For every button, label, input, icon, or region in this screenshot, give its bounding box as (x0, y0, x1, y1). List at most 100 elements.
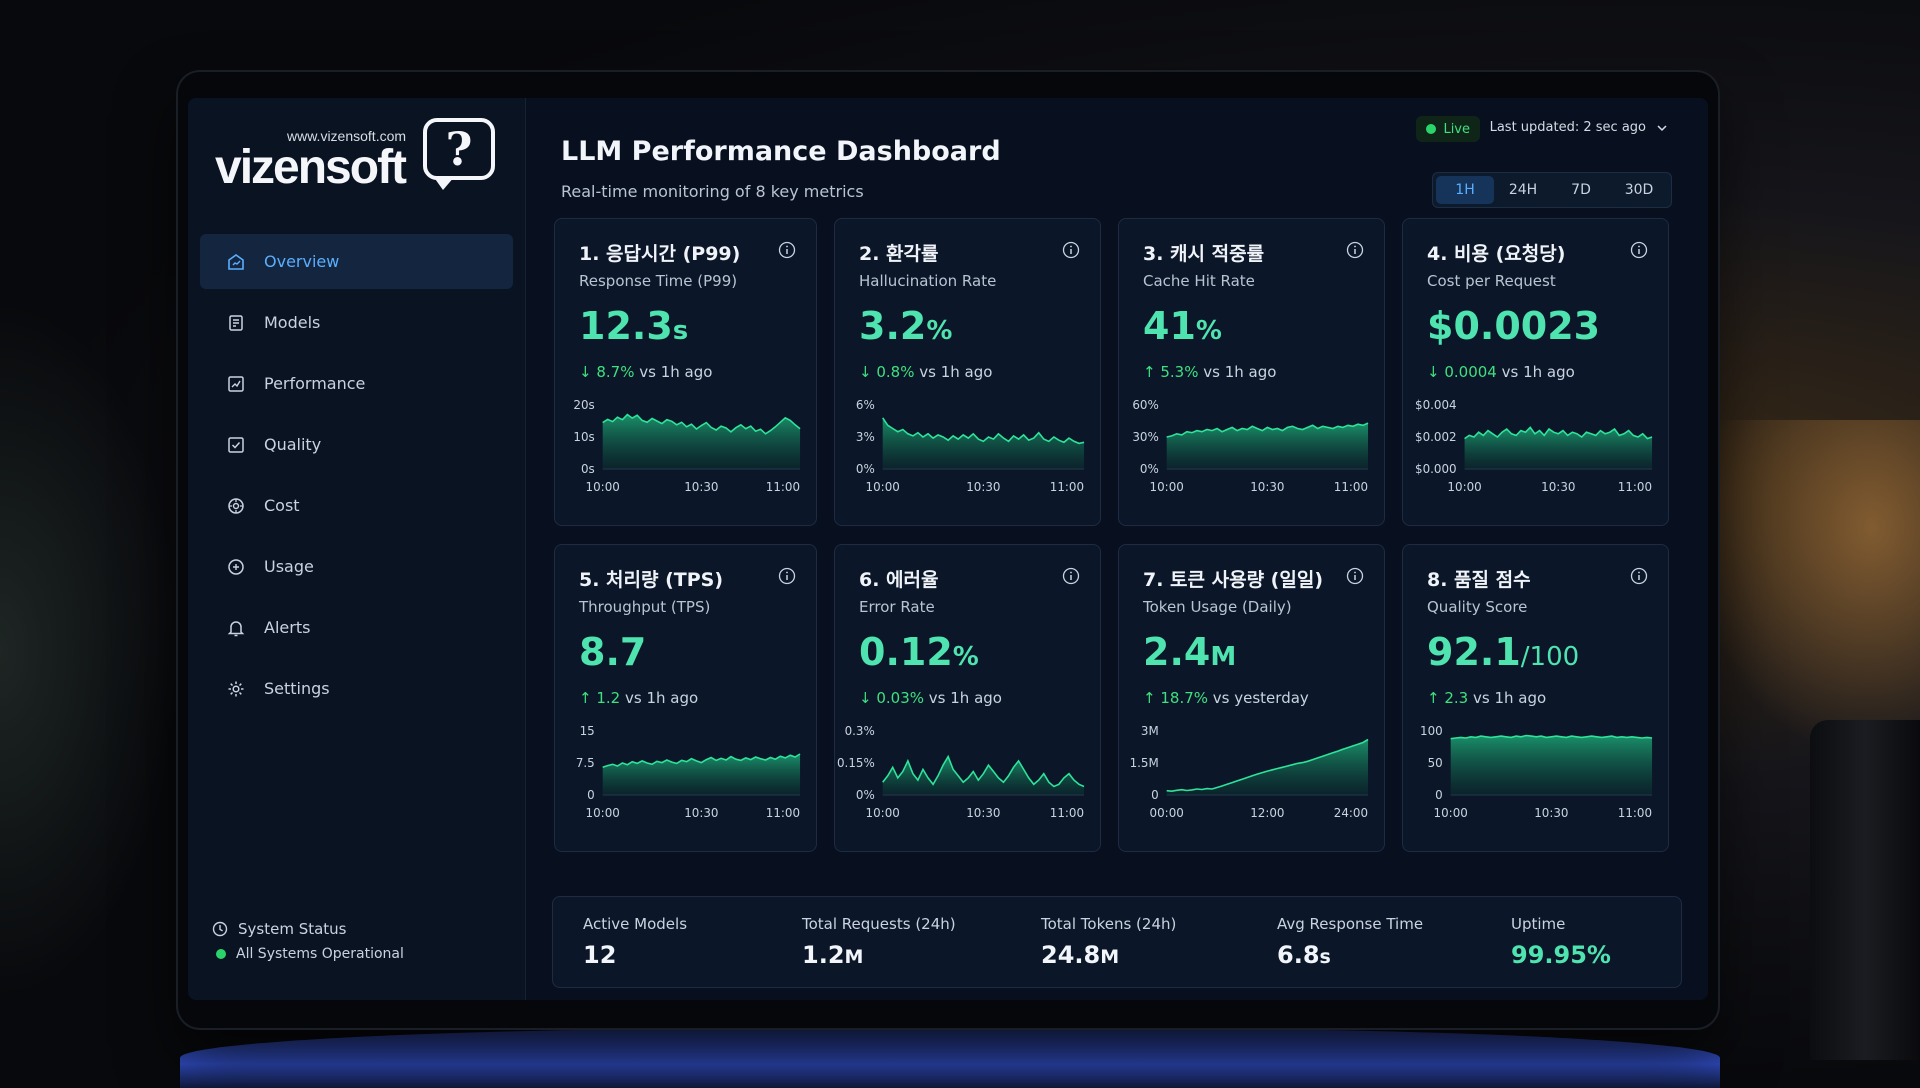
summary-value-wrap: 6.8s (1277, 941, 1511, 969)
info-icon[interactable] (1346, 567, 1364, 585)
metric-card[interactable]: 2. 환각률 Hallucination Rate 3.2% ↓ 0.8% vs 1h… (834, 218, 1101, 526)
summary-value-wrap: 1.2M (802, 941, 1041, 969)
range-button-24h[interactable]: 24H (1508, 182, 1538, 198)
desk-light (180, 1028, 1720, 1088)
delta-arrow-icon: ↓ (1427, 363, 1440, 381)
sidebar-item-alerts[interactable]: Alerts (200, 600, 513, 655)
delta-arrow-icon: ↑ (1143, 689, 1156, 707)
x-tick-label: 12:00 (1250, 806, 1284, 820)
x-tick-label: 10:00 (1150, 480, 1184, 494)
y-tick-label: $0.002 (1415, 430, 1457, 444)
y-tick-label: 3M (1141, 724, 1159, 738)
info-icon[interactable] (1630, 567, 1648, 585)
sparkline-chart: 6% 3% 0% 10:00 10:30 11:00 (845, 397, 1090, 515)
info-icon[interactable] (1062, 241, 1080, 259)
info-icon[interactable] (1062, 567, 1080, 585)
sidebar-item-performance[interactable]: Performance (200, 356, 513, 411)
gear-icon (226, 679, 246, 699)
metric-card[interactable]: 8. 품질 점수 Quality Score 92.1/100 ↑ 2.3 vs 1h… (1402, 544, 1669, 852)
info-icon[interactable] (778, 567, 796, 585)
x-tick-label: 10:00 (586, 480, 620, 494)
sidebar-item-models[interactable]: Models (200, 295, 513, 350)
x-tick-label: 11:00 (1618, 480, 1652, 494)
series-line (1166, 422, 1369, 438)
sidebar-item-label: Usage (264, 557, 314, 576)
range-button-7d[interactable]: 7D (1571, 182, 1591, 198)
cost-icon (226, 496, 246, 516)
y-tick-label: 0% (856, 788, 875, 802)
sidebar-item-overview[interactable]: Overview (200, 234, 513, 289)
sidebar-nav: Overview Models Performance Quality Cost Usag… (188, 234, 525, 716)
metric-value-wrap: 0.12% (859, 630, 1078, 679)
series-area (1464, 427, 1653, 469)
sparkline-chart: 15 7.5 0 10:00 10:30 11:00 (565, 723, 806, 841)
system-status-label: System Status (238, 920, 347, 938)
metric-subtitle: Response Time (P99) (579, 272, 738, 290)
summary-value: 24.8 (1041, 941, 1101, 969)
metric-card[interactable]: 6. 에러율 Error Rate 0.12% ↓ 0.03% vs 1h ago 0.… (834, 544, 1101, 852)
y-tick-label: 50 (1428, 756, 1443, 770)
sparkline-svg: 15 7.5 0 10:00 10:30 11:00 (576, 724, 801, 820)
sparkline-svg: 3M 1.5M 0 00:00 12:00 24:00 (1130, 724, 1369, 820)
x-tick-label: 11:00 (766, 806, 800, 820)
metric-subtitle: Cache Hit Rate (1143, 272, 1255, 290)
metric-value: 92.1 (1427, 630, 1521, 674)
system-status: System Status All Systems Operational (212, 920, 404, 962)
info-icon[interactable] (778, 241, 796, 259)
metric-subtitle: Cost per Request (1427, 272, 1556, 290)
series-line (882, 754, 1085, 788)
sidebar-item-label: Models (264, 313, 321, 332)
metric-card[interactable]: 4. 비용 (요청당) Cost per Request $0.0023 ↓ 0.00… (1402, 218, 1669, 526)
summary-value: 99.95% (1511, 941, 1611, 969)
x-tick-label: 10:30 (966, 806, 1000, 820)
metric-card[interactable]: 5. 처리량 (TPS) Throughput (TPS) 8.7 ↑ 1.2 vs … (554, 544, 817, 852)
info-icon[interactable] (1346, 241, 1364, 259)
sidebar-item-label: Settings (264, 679, 330, 698)
series-area (882, 756, 1085, 795)
sidebar-item-settings[interactable]: Settings (200, 661, 513, 716)
performance-icon (226, 374, 246, 394)
metric-card[interactable]: 3. 캐시 적중률 Cache Hit Rate 41% ↑ 5.3% vs 1h a… (1118, 218, 1385, 526)
metric-value: 8.7 (579, 630, 647, 674)
metric-card[interactable]: 7. 토큰 사용량 (일일) Token Usage (Daily) 2.4M ↑ 1… (1118, 544, 1385, 852)
brand-logo[interactable]: www.vizensoft.com vizensoft ? (215, 118, 525, 218)
y-tick-label: 0.15% (837, 756, 875, 770)
summary-label: Total Requests (24h) (802, 915, 956, 933)
y-tick-label: 0% (1140, 462, 1159, 476)
sparkline-chart: 3M 1.5M 0 00:00 12:00 24:00 (1129, 723, 1374, 841)
metric-value-wrap: $0.0023 (1427, 304, 1646, 353)
y-tick-label: $0.004 (1415, 398, 1457, 412)
metric-delta: ↑ 5.3% vs 1h ago (1143, 363, 1362, 381)
sparkline-chart: 0.3% 0.15% 0% 10:00 10:30 11:00 (837, 723, 1090, 841)
system-status-value: All Systems Operational (236, 946, 404, 962)
metric-value-wrap: 8.7 (579, 630, 794, 679)
sidebar-item-usage[interactable]: Usage (200, 539, 513, 594)
sidebar-item-cost[interactable]: Cost (200, 478, 513, 533)
range-button-1h[interactable]: 1H (1436, 176, 1494, 204)
series-line (882, 417, 1085, 445)
x-tick-label: 10:30 (1541, 480, 1575, 494)
series-line (602, 753, 801, 769)
info-icon[interactable] (1630, 241, 1648, 259)
range-button-30d[interactable]: 30D (1624, 182, 1654, 198)
delta-suffix: vs 1h ago (1473, 689, 1547, 707)
delta-arrow-icon: ↓ (579, 363, 592, 381)
last-updated-text: Last updated: 2 sec ago (1489, 120, 1646, 135)
metric-value-wrap: 2.4M (1143, 630, 1362, 679)
live-dot (1426, 124, 1437, 134)
delta-suffix: vs 1h ago (1203, 363, 1277, 381)
delta-arrow-icon: ↑ (1143, 363, 1156, 381)
y-tick-label: 0% (856, 462, 875, 476)
sparkline-chart: 100 50 0 10:00 10:30 11:00 (1413, 723, 1658, 841)
metric-delta: ↓ 8.7% vs 1h ago (579, 363, 794, 381)
delta-suffix: vs 1h ago (928, 689, 1002, 707)
metric-value-wrap: 12.3s (579, 304, 794, 353)
last-updated-dropdown[interactable]: Last updated: 2 sec ago (1490, 120, 1668, 135)
metric-card[interactable]: 1. 응답시간 (P99) Response Time (P99) 12.3s ↓ 8… (554, 218, 817, 526)
sidebar-item-quality[interactable]: Quality (200, 417, 513, 472)
x-tick-label: 11:00 (1050, 806, 1084, 820)
delta-arrow-icon: ↑ (1427, 689, 1440, 707)
bell-icon (226, 618, 246, 638)
y-tick-label: 15 (580, 724, 595, 738)
summary-item: Uptime 99.95% (1511, 897, 1651, 987)
